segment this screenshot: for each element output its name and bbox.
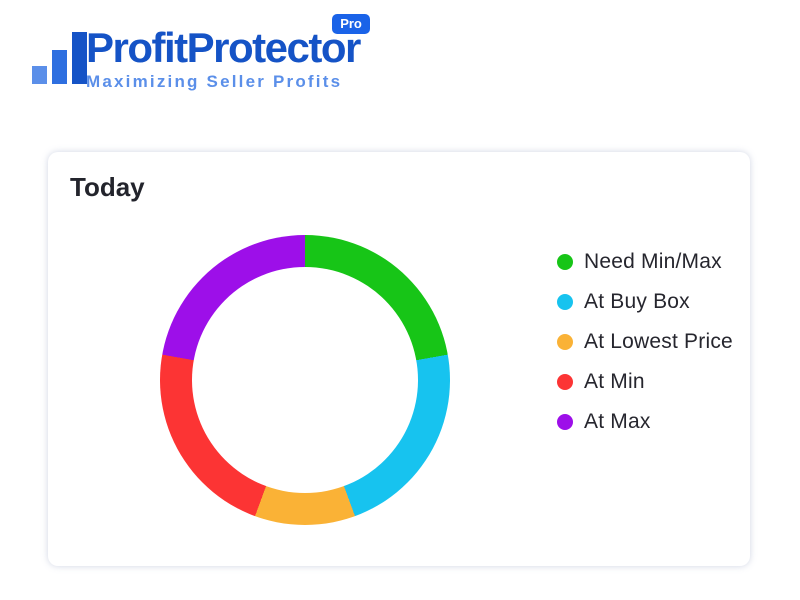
brand-name: ProfitProtector — [86, 24, 361, 71]
legend-item-at-min[interactable]: At Min — [557, 362, 733, 402]
legend-label: At Min — [584, 370, 645, 393]
legend-item-need-min-max[interactable]: Need Min/Max — [557, 242, 733, 282]
legend-dot — [557, 374, 573, 390]
bar-chart-logo-icon — [32, 32, 87, 84]
legend-item-at-lowest-price[interactable]: At Lowest Price — [557, 322, 733, 362]
legend-item-at-max[interactable]: At Max — [557, 402, 733, 442]
legend-dot — [557, 254, 573, 270]
chart-legend: Need Min/Max At Buy Box At Lowest Price … — [557, 242, 733, 442]
legend-dot — [557, 334, 573, 350]
card-title: Today — [70, 172, 145, 202]
today-chart-card: Today Need Min/Max At Buy Box At Lowest … — [48, 152, 750, 566]
legend-dot — [557, 294, 573, 310]
legend-label: Need Min/Max — [584, 250, 722, 273]
pro-badge: Pro — [332, 14, 370, 34]
legend-label: At Max — [584, 410, 651, 433]
logo-text-block: ProfitProtector Pro Maximizing Seller Pr… — [86, 14, 370, 92]
legend-dot — [557, 414, 573, 430]
donut-hole — [192, 267, 418, 493]
legend-item-at-buy-box[interactable]: At Buy Box — [557, 282, 733, 322]
app-logo[interactable]: ProfitProtector Pro Maximizing Seller Pr… — [32, 14, 472, 100]
legend-label: At Buy Box — [584, 290, 690, 313]
donut-chart[interactable] — [160, 235, 450, 525]
legend-label: At Lowest Price — [584, 330, 733, 353]
brand-tagline: Maximizing Seller Profits — [86, 72, 343, 91]
